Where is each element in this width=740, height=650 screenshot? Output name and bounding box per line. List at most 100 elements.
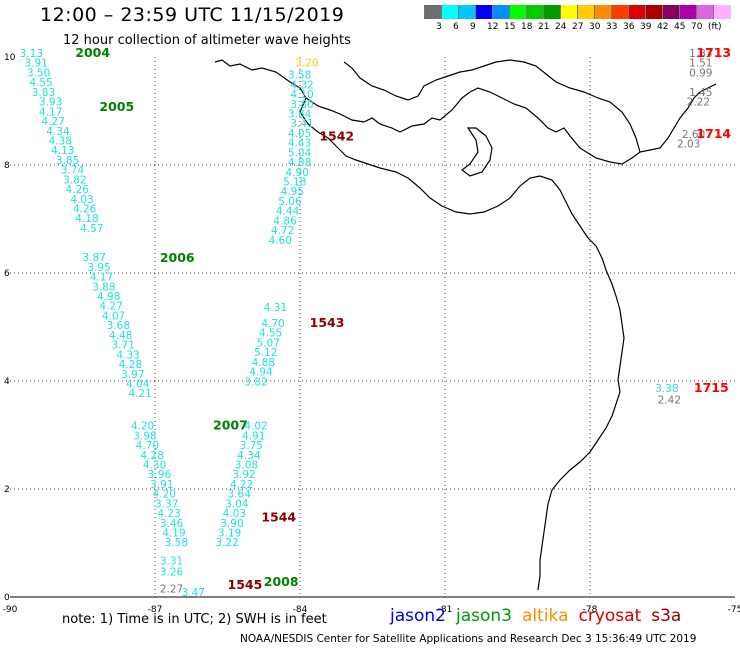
swh-value: 5.06 (278, 196, 302, 208)
swh-value: 4.22 (230, 479, 253, 491)
swh-value: 4.32 (290, 79, 313, 91)
swh-value: 2.60 (682, 129, 705, 141)
swh-value: 3.93 (39, 97, 62, 109)
legend-swatch (458, 5, 476, 19)
legend-label: 18 (521, 22, 533, 32)
chart-title: 12:00 – 23:59 UTC 11/15/2019 (40, 4, 345, 26)
legend-swatch (594, 5, 612, 19)
y-tick-label: 2 (4, 485, 10, 495)
swh-value: 2.42 (658, 395, 681, 407)
swh-value: 4.70 (261, 318, 284, 330)
y-tick-label: 4 (4, 377, 10, 387)
track-pass-label: 2007 (213, 418, 248, 433)
swh-value: 3.83 (32, 87, 55, 99)
swh-value: 4.94 (249, 367, 273, 379)
legend-label: 70 (691, 22, 703, 32)
legend-swatch (509, 5, 527, 19)
swh-value: 3.91 (25, 58, 48, 70)
swh-value: 3.46 (160, 518, 184, 530)
swh-value: 3.08 (235, 459, 258, 471)
swh-value: 4.91 (242, 430, 265, 442)
coastline-north (214, 59, 717, 165)
swh-value: 3.87 (83, 252, 106, 264)
legend-label: 33 (606, 22, 618, 32)
y-tick-label: 0 (4, 593, 10, 603)
swh-value: 4.20 (153, 489, 176, 501)
swh-value: 4.43 (288, 138, 311, 150)
legend-label: 39 (640, 22, 652, 32)
x-tick-label: -81 (438, 605, 453, 615)
swh-value: 4.13 (51, 145, 74, 157)
swh-value: 3.22 (215, 537, 238, 549)
legend-swatch (628, 5, 646, 19)
y-tick-label: 6 (4, 269, 10, 279)
swh-value: 4.33 (116, 349, 139, 361)
swh-value: 4.17 (90, 272, 113, 284)
swh-value: 4.04 (126, 378, 150, 390)
swh-value: 4.34 (237, 450, 261, 462)
swh-value: 3.68 (107, 320, 130, 332)
swh-value: 4.90 (286, 167, 309, 179)
swh-value: 4.28 (141, 450, 164, 462)
swh-value: 1.83 (689, 48, 712, 60)
swh-value: 3.58 (288, 70, 311, 82)
coastline (214, 59, 717, 591)
track-pass-label: 2008 (264, 574, 299, 589)
swh-value: 4.28 (119, 359, 142, 371)
swh-value: 3.82 (244, 376, 267, 388)
swh-value: 4.88 (288, 157, 311, 169)
track-pass-label: 1713 (696, 45, 731, 60)
swh-value: 4.70 (136, 440, 159, 452)
swh-value: 3.96 (148, 469, 172, 481)
swh-value: 3.13 (20, 48, 43, 60)
swh-value: 2.03 (677, 139, 700, 151)
swh-value: 1.45 (689, 87, 712, 99)
swh-value: 4.03 (70, 194, 93, 206)
axis-tick-labels: -90 -87 -84 -81 -78 -75 0 2 4 6 8 10 (3, 53, 740, 615)
legend-label: (ft) (708, 22, 722, 32)
swh-value: 4.18 (75, 213, 98, 225)
satellite-jason2: jason2 (390, 606, 446, 626)
satellite-jason3: jason3 (456, 606, 512, 626)
y-tick-label: 8 (4, 161, 10, 171)
swh-value: 3.47 (182, 587, 205, 599)
swh-value: 3.38 (655, 383, 678, 395)
chart-subtitle: 12 hour collection of altimeter wave hei… (63, 33, 351, 48)
satellite-s3a: s3a (651, 606, 682, 626)
x-tick-label: -78 (583, 605, 598, 615)
swh-value: 4.86 (273, 215, 297, 227)
swh-value: 3.58 (165, 537, 188, 549)
swh-value: 0.99 (689, 67, 712, 79)
legend-swatch (611, 5, 629, 19)
swh-value: 3.92 (232, 469, 255, 481)
swh-value: 4.88 (252, 357, 275, 369)
legend-swatch (492, 5, 510, 19)
swh-value: 3.64 (228, 489, 252, 501)
satellite-legend: jason2 jason3 altika cryosat s3a (390, 606, 691, 626)
track-pass-label: 2005 (99, 99, 134, 114)
swh-value: 4.98 (97, 291, 120, 303)
legend-swatch (475, 5, 493, 19)
swh-value: 4.31 (264, 302, 287, 314)
swh-value: 4.10 (290, 89, 313, 101)
swh-value: 3.82 (63, 174, 86, 186)
legend-label: 42 (657, 22, 669, 32)
swh-value: 5.07 (257, 337, 280, 349)
swh-value: 4.26 (66, 184, 90, 196)
swh-value: 4.55 (29, 77, 52, 89)
legend-swatch (679, 5, 697, 19)
swh-value: 4.05 (288, 128, 311, 140)
swh-value: 5.18 (283, 177, 306, 189)
swh-value: 3.50 (27, 67, 50, 79)
swh-value: 4.17 (39, 106, 62, 118)
swh-value: 4.27 (99, 301, 122, 313)
swh-value: 3.97 (121, 369, 144, 381)
x-tick-label: -75 (728, 605, 740, 615)
swh-value: 4.38 (49, 135, 72, 147)
swh-value: 4.03 (223, 508, 246, 520)
satellite-cryosat: cryosat (578, 606, 642, 626)
swh-value: 4.34 (46, 126, 70, 138)
swh-value: 3.98 (133, 430, 156, 442)
swh-value: 4.07 (102, 310, 125, 322)
x-tick-label: -87 (148, 605, 163, 615)
